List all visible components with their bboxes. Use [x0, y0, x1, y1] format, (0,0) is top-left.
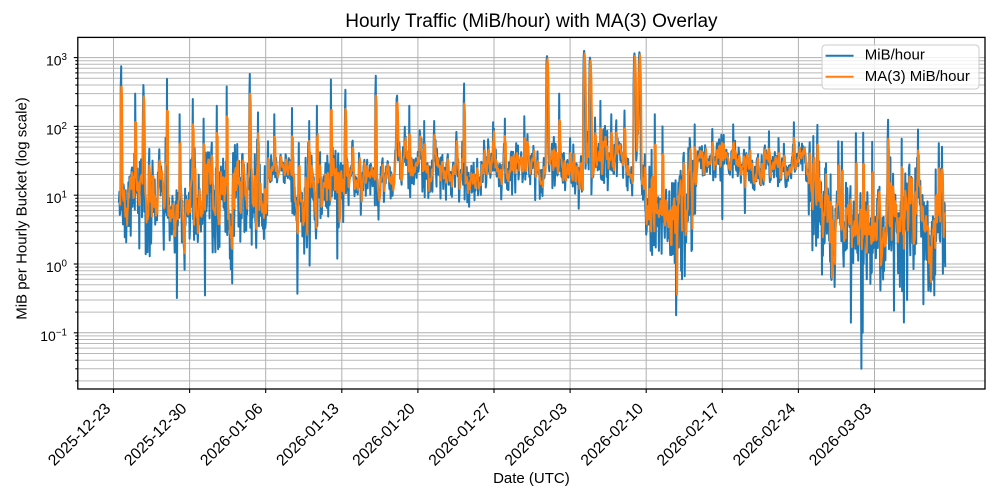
svg-text:MiB/hour: MiB/hour — [865, 47, 925, 64]
svg-text:MA(3) MiB/hour: MA(3) MiB/hour — [865, 68, 970, 85]
svg-text:MiB per Hourly Bucket (log sca: MiB per Hourly Bucket (log scale) — [14, 97, 31, 320]
svg-text:Hourly Traffic (MiB/hour) with: Hourly Traffic (MiB/hour) with MA(3) Ove… — [345, 11, 718, 32]
svg-text:Date (UTC): Date (UTC) — [493, 470, 570, 487]
